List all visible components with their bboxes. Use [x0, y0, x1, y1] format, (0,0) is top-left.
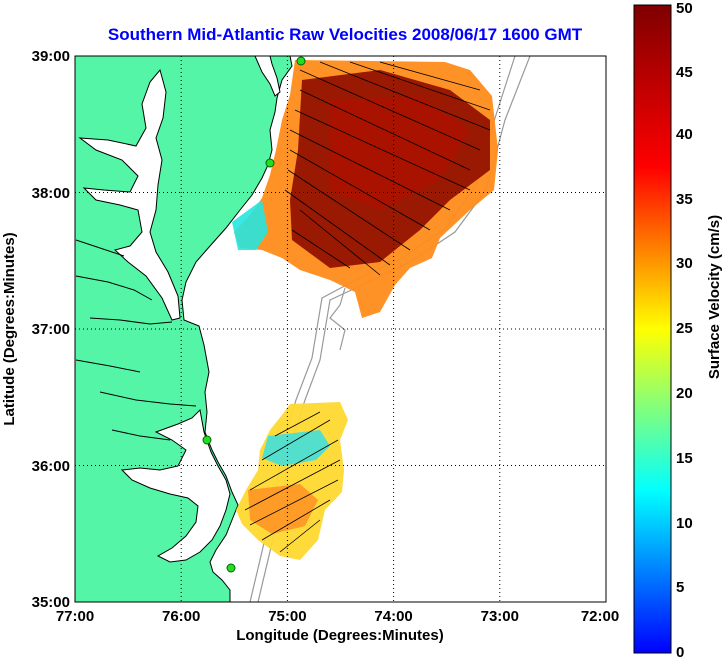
colorbar-tick-label: 5: [676, 579, 684, 596]
colorbar-tick-label: 20: [676, 385, 693, 402]
colorbar-tick-label: 0: [676, 644, 684, 659]
velocity-vectors: [244, 61, 491, 553]
y-tick-label: 37:00: [32, 321, 70, 338]
colorbar-gradient: [633, 4, 672, 654]
station-marker-1: [296, 56, 306, 66]
y-tick-label: 39:00: [32, 48, 70, 65]
colorbar-label: Surface Velocity (cm/s): [706, 215, 723, 379]
chesapeake-bay: [78, 68, 181, 321]
x-tick-labels: 77:00 76:00 75:00 74:00 73:00 72:00: [56, 608, 619, 625]
y-tick-label: 36:00: [32, 458, 70, 475]
x-tick-label: 74:00: [374, 608, 412, 625]
colorbar: 0 5 10 15 20 25 30 35 40 45 50 Surface V…: [633, 0, 723, 659]
x-tick-label: 75:00: [268, 608, 306, 625]
map-title: Southern Mid-Atlantic Raw Velocities 200…: [108, 25, 583, 44]
colorbar-tick-label: 35: [676, 191, 693, 208]
y-axis-label: Latitude (Degrees:Minutes): [1, 232, 18, 425]
colorbar-ticks: 0 5 10 15 20 25 30 35 40 45 50: [676, 0, 693, 659]
plot-area: [74, 55, 607, 603]
colorbar-tick-label: 45: [676, 64, 693, 81]
station-marker-3: [202, 435, 212, 445]
x-tick-label: 77:00: [56, 608, 94, 625]
x-tick-label: 73:00: [481, 608, 519, 625]
colorbar-tick-label: 30: [676, 255, 693, 272]
x-axis-label: Longitude (Degrees:Minutes): [236, 627, 444, 644]
velocity-field-north-core2: [330, 96, 470, 210]
grid-lines: [75, 56, 606, 602]
colorbar-tick-label: 50: [676, 0, 693, 17]
velocity-field-south-fast: [248, 484, 318, 534]
y-tick-label: 38:00: [32, 185, 70, 202]
axes-frame: [74, 55, 607, 603]
station-marker-4: [226, 563, 236, 573]
colorbar-tick-label: 25: [676, 320, 693, 337]
x-tick-label: 76:00: [162, 608, 200, 625]
velocity-field-north-slow: [232, 200, 268, 250]
pamlico-sound: [120, 408, 231, 563]
y-tick-labels: 39:00 38:00 37:00 36:00 35:00: [32, 48, 70, 611]
velocity-field-south-slow: [262, 430, 330, 466]
delaware-bay: [254, 56, 281, 97]
colorbar-tick-label: 10: [676, 515, 693, 532]
station-marker-2: [265, 158, 275, 168]
x-tick-label: 72:00: [581, 608, 619, 625]
rivers: [75, 239, 197, 441]
radar-stations: [202, 56, 306, 573]
colorbar-tick-label: 15: [676, 450, 693, 467]
colorbar-tick-label: 40: [676, 126, 693, 143]
y-tick-label: 35:00: [32, 594, 70, 611]
